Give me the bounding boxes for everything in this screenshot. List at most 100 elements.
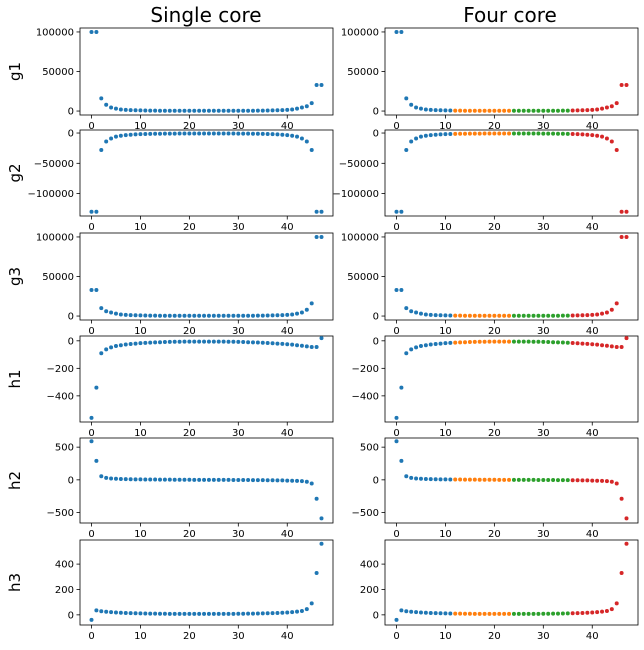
data-point (418, 106, 423, 111)
data-point (197, 611, 202, 616)
data-point (409, 475, 414, 480)
data-point (595, 478, 600, 483)
data-point (138, 313, 143, 318)
data-point (192, 339, 197, 344)
x-tick-label: 10 (439, 121, 452, 132)
data-point (414, 476, 419, 481)
data-point (250, 340, 255, 345)
data-point (99, 351, 104, 356)
axes-frame (79, 437, 334, 524)
x-tick-label: 40 (586, 631, 599, 642)
data-point (211, 477, 216, 482)
data-point (221, 131, 226, 136)
data-point (423, 343, 428, 348)
data-point (394, 415, 399, 420)
data-point (143, 611, 148, 616)
data-point (438, 341, 443, 346)
data-point (409, 309, 414, 314)
data-point (507, 131, 512, 136)
data-point (250, 313, 255, 318)
data-point (502, 313, 507, 318)
data-point (423, 107, 428, 112)
data-point (609, 307, 614, 312)
data-point (526, 313, 531, 318)
data-point (443, 341, 448, 346)
data-point (260, 108, 265, 113)
data-point (414, 310, 419, 315)
ylabel-g3: g3 (6, 267, 24, 286)
x-tick-label: 20 (488, 121, 501, 132)
data-point (546, 131, 551, 136)
data-point (590, 133, 595, 138)
data-point (270, 132, 275, 137)
data-point (113, 134, 118, 139)
subplot-h2-single-core: 0 10 20 30 40 500 0 −500 (47, 437, 334, 540)
data-point (394, 439, 399, 444)
data-point (192, 108, 197, 113)
data-point (109, 345, 114, 350)
data-point (319, 541, 324, 546)
data-point (113, 476, 118, 481)
data-point (177, 108, 182, 113)
data-point (521, 131, 526, 136)
data-point (231, 477, 236, 482)
data-point (570, 108, 575, 113)
data-point (526, 611, 531, 616)
data-point (497, 611, 502, 616)
subplot-g2-single-core: 0 10 20 30 40 0 −50000 −100000 (27, 129, 334, 233)
data-point (255, 340, 260, 345)
data-point (511, 339, 516, 344)
subplot-g1-four-core: 0 10 20 30 40 0 50000 100000 (341, 27, 639, 132)
data-point (153, 611, 158, 616)
data-point (211, 339, 216, 344)
data-point (502, 339, 507, 344)
data-point (241, 611, 246, 616)
data-point (309, 481, 314, 486)
subplot-h1-four-core: 0 10 20 30 40 0 −200 −400 (352, 335, 639, 439)
data-point (555, 478, 560, 483)
data-point (458, 477, 463, 482)
data-point (265, 131, 270, 136)
y-tick-label: 200 (55, 585, 74, 596)
data-point (236, 313, 241, 318)
data-point (255, 478, 260, 483)
data-point (482, 611, 487, 616)
data-point (551, 340, 556, 345)
data-point (123, 342, 128, 347)
data-point (123, 133, 128, 138)
data-point (177, 313, 182, 318)
data-point (502, 611, 507, 616)
data-point (507, 313, 512, 318)
data-point (404, 96, 409, 101)
data-point (570, 341, 575, 346)
data-point (182, 339, 187, 344)
data-point (118, 476, 123, 481)
data-point (580, 313, 585, 318)
data-point (206, 108, 211, 113)
data-point (123, 610, 128, 615)
axes-frame (384, 232, 639, 321)
data-point (236, 477, 241, 482)
data-point (197, 108, 202, 113)
data-point (202, 131, 207, 136)
data-point (216, 611, 221, 616)
data-point (177, 131, 182, 136)
x-tick-label: 40 (586, 222, 599, 233)
data-point (299, 136, 304, 141)
x-tick-label: 0 (393, 222, 399, 233)
data-point (158, 313, 163, 318)
data-point (104, 475, 109, 480)
ylabel-h3: h3 (6, 573, 24, 592)
data-point (94, 608, 99, 613)
data-point (511, 611, 516, 616)
data-point (458, 340, 463, 345)
data-point (560, 131, 565, 136)
data-point (399, 29, 404, 34)
data-point (89, 287, 94, 292)
data-point (536, 477, 541, 482)
data-point (565, 108, 570, 113)
data-point (555, 131, 560, 136)
